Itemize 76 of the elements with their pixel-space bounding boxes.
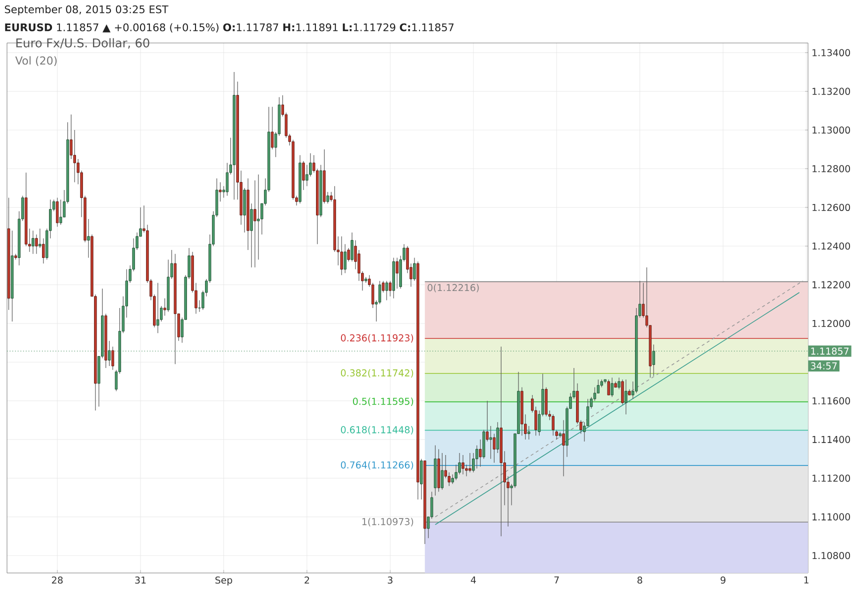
x-tick-label: 28 [52, 576, 63, 584]
candlestick [111, 346, 114, 370]
y-tick-label: 1.12400 [812, 242, 850, 250]
y-tick-label: 1.12800 [812, 165, 850, 172]
x-tick-label: 8 [637, 576, 642, 584]
candlestick [340, 236, 343, 276]
x-tick-label: Sep [215, 576, 232, 586]
candlestick [163, 298, 166, 316]
x-tick-label: 3 [388, 576, 392, 584]
candlestick [486, 400, 489, 442]
candlestick [489, 426, 492, 460]
candlestick [478, 439, 482, 467]
y-tick-label: 1.11600 [812, 397, 850, 404]
y-tick-label: 1.13000 [812, 126, 850, 134]
candlestick [38, 228, 42, 248]
y-tick-label: 1.10800 [812, 552, 850, 560]
candlestick [56, 197, 59, 228]
x-tick-label: 31 [135, 576, 146, 584]
candlestick [87, 218, 90, 258]
candlestick [108, 340, 111, 366]
x-tick-label: 2 [304, 576, 310, 584]
ref-line-label: 1(1.10973) [362, 518, 414, 526]
candlestick [396, 257, 398, 289]
ref-line-label: 1.11857 [811, 348, 849, 355]
x-tick-label: 7 [554, 576, 559, 584]
candlestick [59, 199, 62, 226]
text: September 08, 2015 03:25 EST [4, 5, 168, 16]
x-tick-label: 1 [804, 576, 808, 584]
ref-line-label: 0(1.12216) [428, 284, 479, 292]
ref-line-label: 0.236(1.11923) [340, 334, 414, 343]
candlestick [226, 162, 229, 196]
candlestick [326, 192, 330, 204]
candlestick [468, 452, 472, 473]
chart-title: Euro Fx/U.S. Dollar, 60 [16, 38, 150, 49]
x-tick-label: 9 [720, 576, 726, 584]
x-tick-label: 4 [470, 576, 476, 584]
candlestick [607, 379, 610, 396]
candlestick [552, 414, 555, 436]
y-tick-label: 1.12600 [812, 204, 850, 211]
y-tick-label: 1.11000 [812, 513, 850, 520]
candlestick [492, 433, 496, 464]
text: 34:57 [810, 362, 837, 370]
candlestick [618, 377, 620, 390]
candlestick [624, 379, 628, 415]
candlestick [528, 426, 530, 440]
candlestick [32, 230, 34, 254]
candlestick [388, 280, 392, 297]
candlestick [270, 106, 274, 150]
candlestick [610, 377, 614, 398]
y-tick-label: 1.12200 [812, 281, 850, 288]
candlestick [420, 458, 423, 500]
candlestick [257, 174, 260, 260]
text: EURUSD 1.11857 ▲ +0.00168 (+0.15%) O:1.11787 H:1.11891 L:1.11729 C:1.11857 [5, 23, 454, 32]
candlestick [440, 452, 444, 490]
candlestick [378, 280, 382, 304]
candlestick [562, 420, 565, 477]
candlestick [652, 344, 656, 376]
ref-line-label: 0.618(1.11448) [340, 426, 414, 434]
candlestick [385, 280, 388, 301]
candlestick [344, 244, 346, 274]
y-tick-label: 1.13200 [812, 88, 850, 95]
ref-line-label: 0.5(1.11595) [352, 398, 414, 406]
y-tick-label: 1.13400 [812, 49, 850, 56]
candlestick [218, 182, 222, 202]
annotation: Vol (20) [15, 56, 57, 66]
candlestick [70, 114, 73, 160]
candlestick [156, 282, 160, 334]
ref-line-label: 0.382(1.11742) [340, 369, 414, 378]
candlestick [302, 160, 305, 190]
candlestick [444, 454, 448, 479]
y-tick-label: 1.11400 [812, 436, 850, 444]
candlestick [382, 280, 385, 293]
y-tick-label: 1.12000 [812, 320, 850, 328]
candlestick [462, 454, 464, 475]
y-tick-label: 1.11200 [812, 474, 850, 482]
ref-line-label: 0.764(1.11266) [340, 461, 414, 470]
